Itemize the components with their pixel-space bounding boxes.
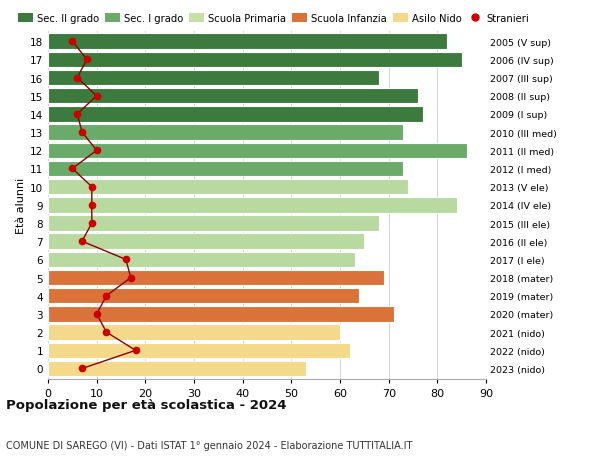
Bar <box>48 252 355 268</box>
Text: COMUNE DI SAREGO (VI) - Dati ISTAT 1° gennaio 2024 - Elaborazione TUTTITALIA.IT: COMUNE DI SAREGO (VI) - Dati ISTAT 1° ge… <box>6 440 412 450</box>
Bar <box>48 270 384 285</box>
Text: Popolazione per età scolastica - 2024: Popolazione per età scolastica - 2024 <box>6 398 287 411</box>
Bar <box>48 307 394 322</box>
Bar <box>48 325 340 340</box>
Bar <box>48 198 457 213</box>
Legend: Sec. II grado, Sec. I grado, Scuola Primaria, Scuola Infanzia, Asilo Nido, Stran: Sec. II grado, Sec. I grado, Scuola Prim… <box>18 14 530 24</box>
Bar <box>48 343 350 358</box>
Bar <box>48 71 379 86</box>
Bar <box>48 34 447 50</box>
Bar <box>48 216 379 231</box>
Bar <box>48 361 306 376</box>
Bar <box>48 52 461 68</box>
Bar <box>48 143 467 159</box>
Bar <box>48 179 408 195</box>
Bar <box>48 162 403 177</box>
Bar <box>48 89 418 104</box>
Bar <box>48 125 403 140</box>
Y-axis label: Età alunni: Età alunni <box>16 177 26 234</box>
Bar <box>48 107 423 123</box>
Bar <box>48 234 364 249</box>
Bar <box>48 288 359 304</box>
